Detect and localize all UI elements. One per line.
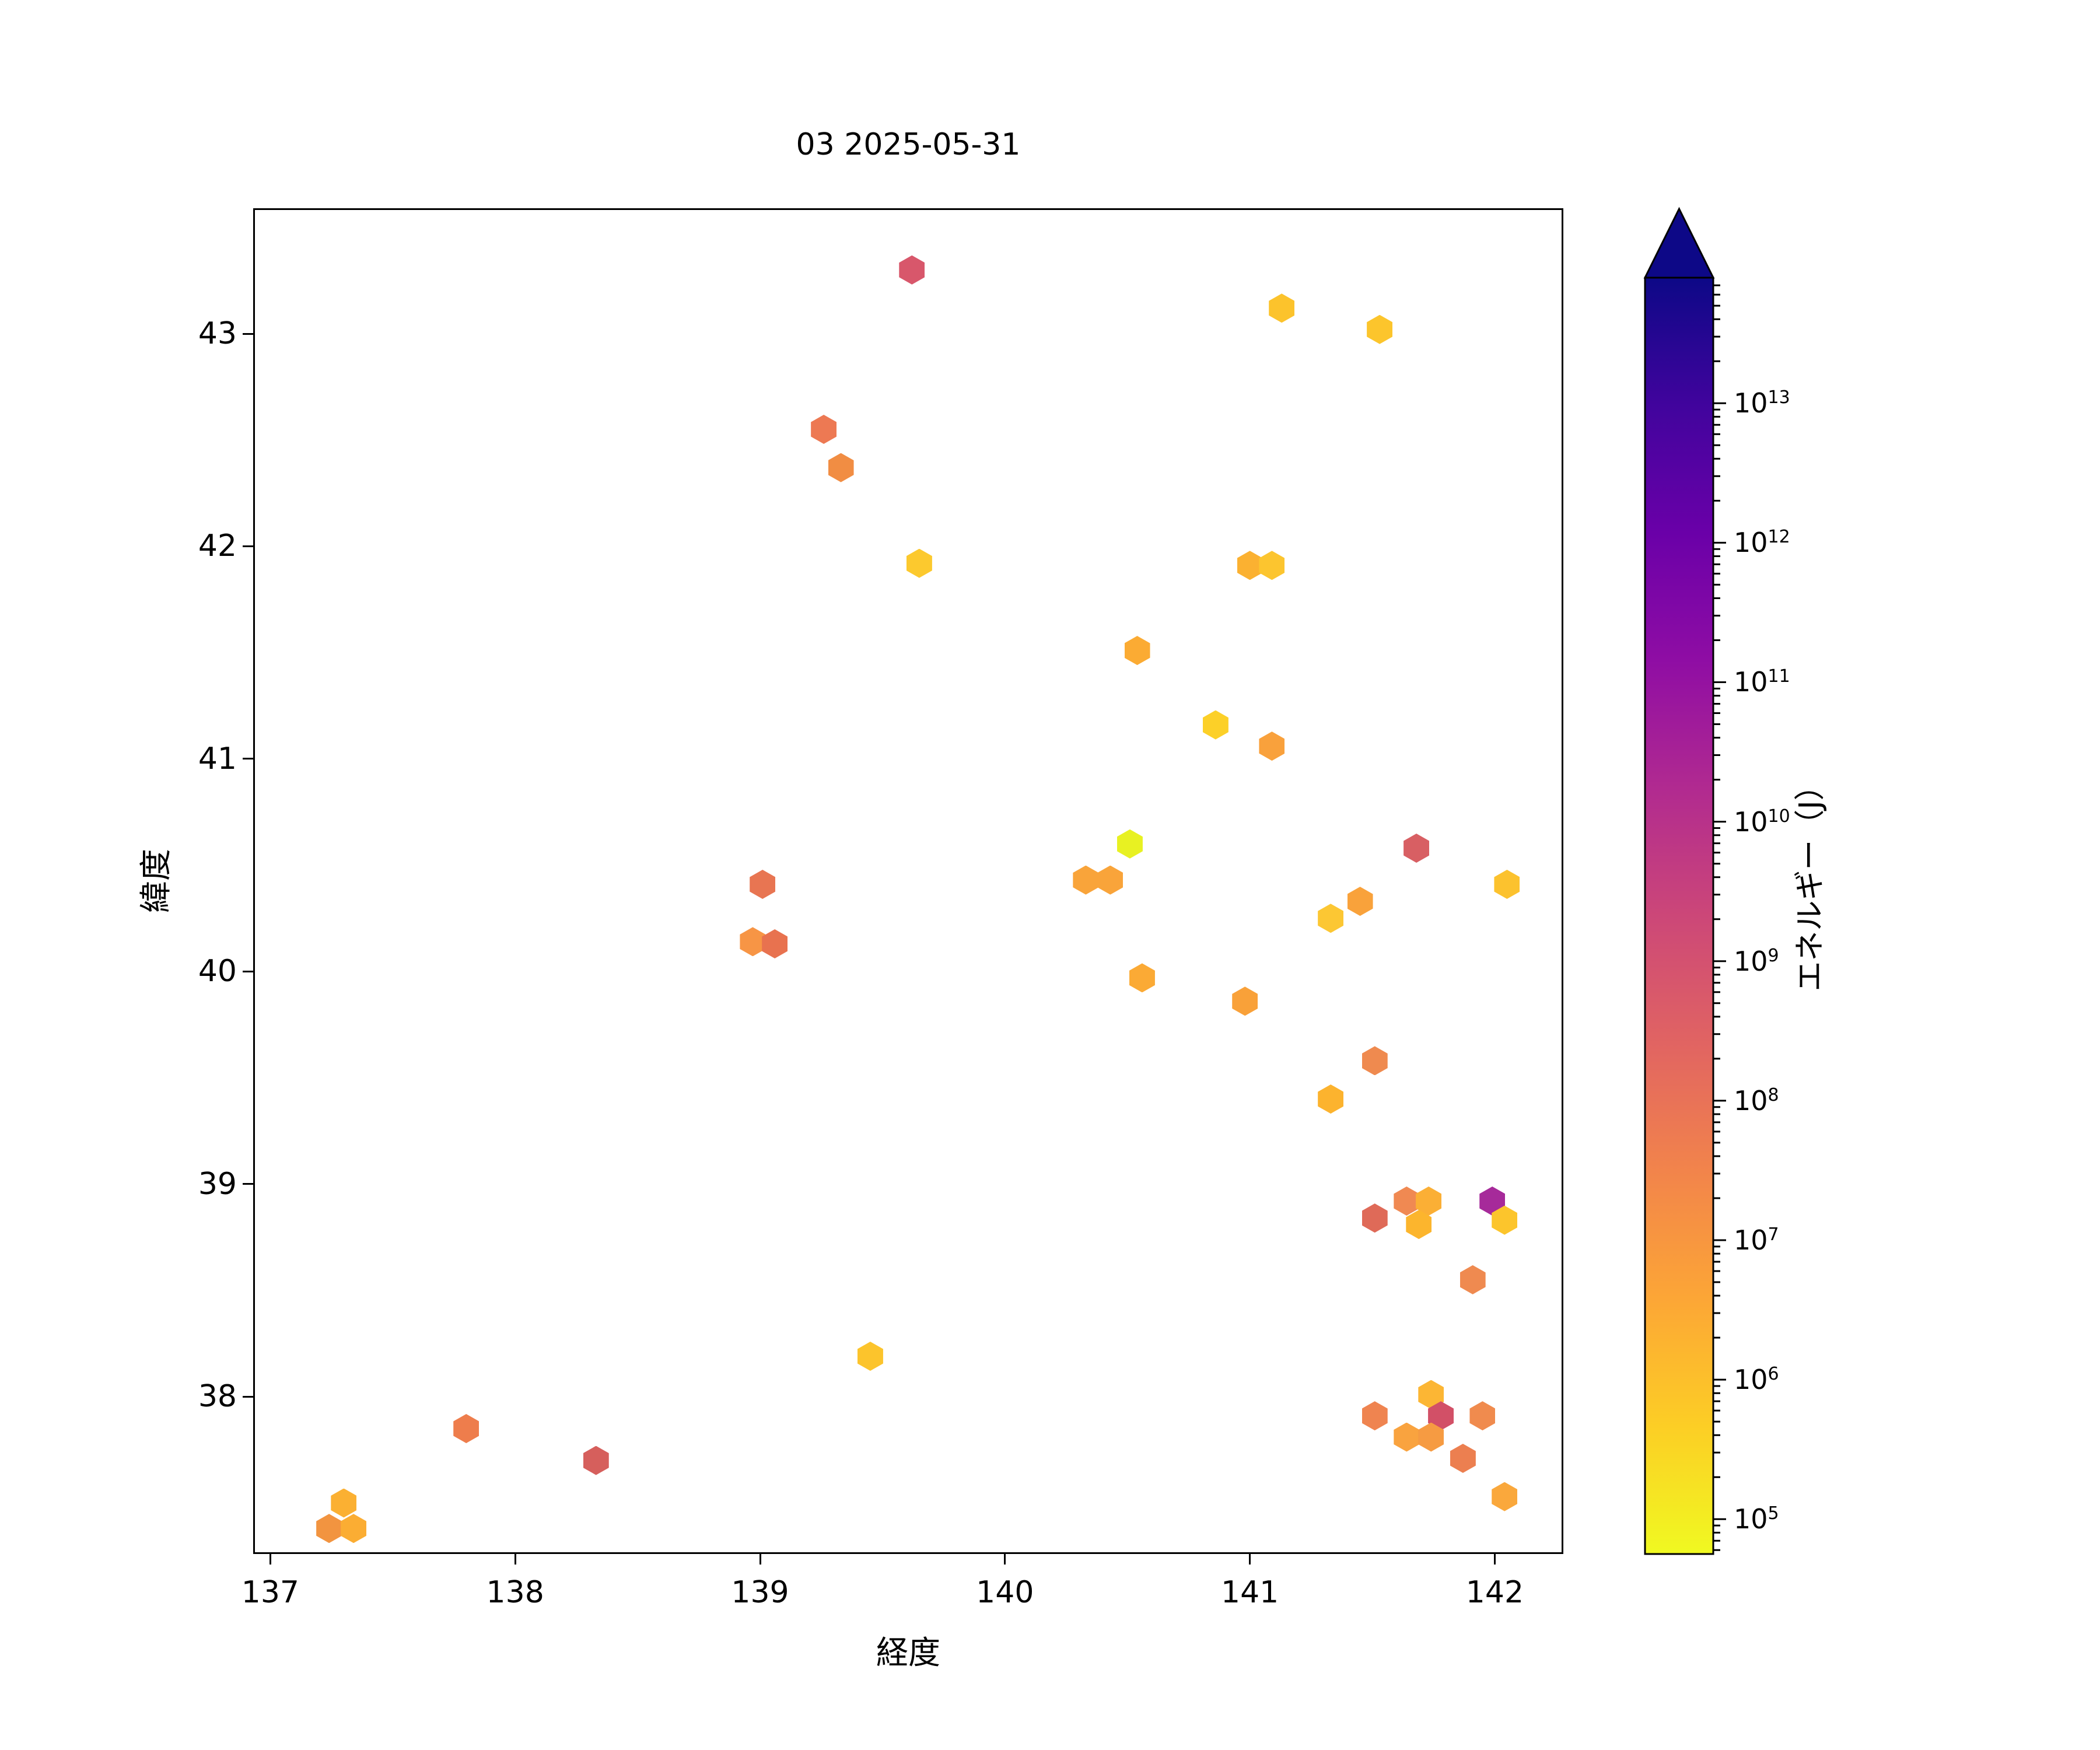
y-tick-label: 39 bbox=[198, 1166, 237, 1202]
y-tick-mark bbox=[243, 758, 253, 760]
colorbar-tick-label: 1012 bbox=[1734, 527, 1790, 559]
colorbar-gradient bbox=[1644, 276, 1714, 1555]
y-tick-label: 40 bbox=[198, 954, 237, 989]
data-point-hexagon bbox=[811, 415, 837, 444]
colorbar-label: エネルギー（J） bbox=[1793, 770, 1828, 992]
colorbar-tick-label: 1010 bbox=[1734, 806, 1790, 838]
colorbar-tick-label: 109 bbox=[1734, 945, 1779, 977]
data-point-hexagon bbox=[899, 255, 925, 285]
y-tick-mark bbox=[243, 1395, 253, 1398]
x-tick-mark bbox=[269, 1554, 271, 1564]
x-tick-mark bbox=[1004, 1554, 1006, 1564]
x-tick-label: 137 bbox=[241, 1575, 300, 1610]
y-tick-label: 42 bbox=[198, 528, 237, 564]
data-point-hexagon bbox=[1116, 829, 1143, 859]
colorbar-extend-arrow bbox=[1643, 206, 1715, 279]
x-tick-mark bbox=[1249, 1554, 1251, 1564]
chart-title: 03 2025-05-31 bbox=[796, 127, 1021, 162]
y-tick-mark bbox=[243, 332, 253, 335]
x-tick-label: 138 bbox=[486, 1575, 544, 1610]
data-point-hexagon bbox=[740, 927, 766, 957]
colorbar-tick-label: 106 bbox=[1734, 1363, 1779, 1396]
colorbar-tick-label: 105 bbox=[1734, 1503, 1779, 1535]
y-tick-mark bbox=[243, 970, 253, 972]
data-point-hexagon bbox=[1073, 865, 1099, 895]
plot-area bbox=[253, 208, 1563, 1554]
y-tick-label: 43 bbox=[198, 316, 237, 352]
data-point-hexagon bbox=[1129, 963, 1155, 993]
y-tick-label: 38 bbox=[198, 1379, 237, 1415]
colorbar-tick-label: 108 bbox=[1734, 1084, 1779, 1116]
colorbar-tick-label: 107 bbox=[1734, 1224, 1779, 1256]
x-tick-label: 140 bbox=[976, 1575, 1034, 1610]
colorbar-tick-marks bbox=[1713, 284, 1726, 1551]
data-point-hexagon bbox=[750, 869, 776, 899]
data-point-hexagon bbox=[1097, 865, 1124, 895]
x-tick-mark bbox=[759, 1554, 761, 1564]
colorbar-tick-label: 1011 bbox=[1734, 666, 1790, 698]
data-point-hexagon bbox=[1124, 636, 1150, 666]
data-point-hexagon bbox=[906, 548, 932, 578]
x-tick-mark bbox=[1493, 1554, 1496, 1564]
y-tick-mark bbox=[243, 545, 253, 547]
x-tick-mark bbox=[514, 1554, 516, 1564]
colorbar-tick-label: 1013 bbox=[1734, 387, 1790, 419]
y-tick-mark bbox=[243, 1183, 253, 1185]
x-axis-label: 経度 bbox=[876, 1634, 941, 1671]
y-tick-label: 41 bbox=[198, 741, 237, 776]
x-tick-label: 139 bbox=[731, 1575, 789, 1610]
x-tick-label: 141 bbox=[1220, 1575, 1279, 1610]
data-point-hexagon bbox=[762, 929, 788, 958]
x-tick-label: 142 bbox=[1465, 1575, 1524, 1610]
data-point-hexagon bbox=[828, 453, 854, 482]
